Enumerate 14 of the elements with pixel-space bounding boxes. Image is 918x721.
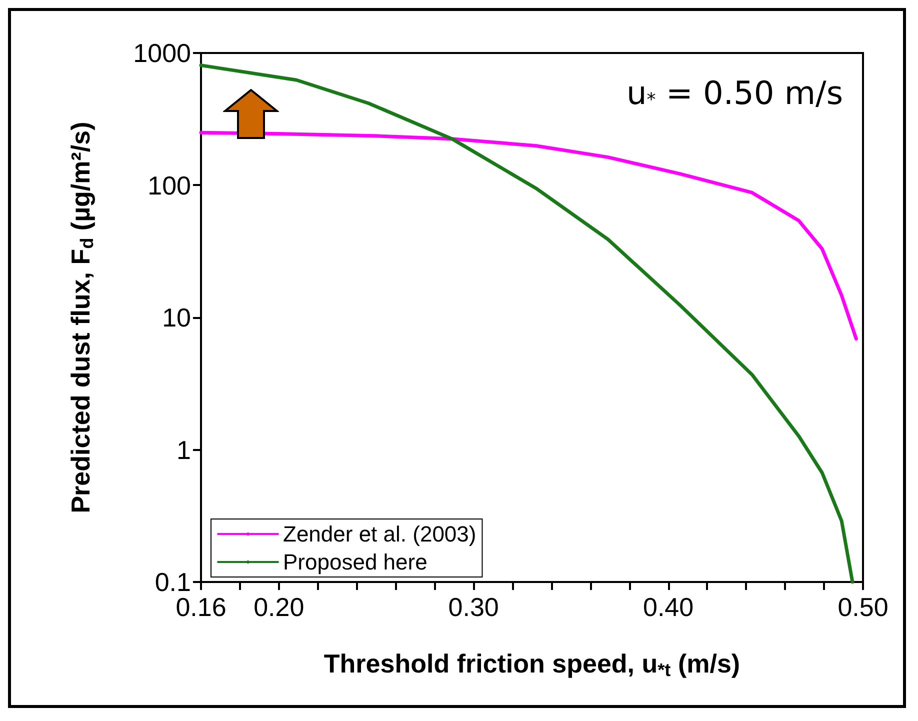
y-tick-label: 1 <box>176 434 191 465</box>
y-tick-label: 10 <box>162 302 191 332</box>
y-tick-label: 1000 <box>133 38 191 68</box>
legend-label: Zender et al. (2003) <box>283 522 476 546</box>
line-series <box>199 130 858 341</box>
x-tick-label: 0.40 <box>642 592 694 622</box>
y-tick-label: 100 <box>148 170 191 200</box>
y-axis-title: Predicted dust flux, Fd (µg/m²/s) <box>66 122 97 514</box>
line-series <box>199 64 854 584</box>
x-tick-label: 0.20 <box>254 592 304 622</box>
x-tick-label: 0.50 <box>838 592 888 622</box>
legend-label: Proposed here <box>283 550 428 574</box>
x-tick-label: 0.30 <box>448 592 499 622</box>
annotation: u* = 0.50 m/s <box>626 74 843 112</box>
